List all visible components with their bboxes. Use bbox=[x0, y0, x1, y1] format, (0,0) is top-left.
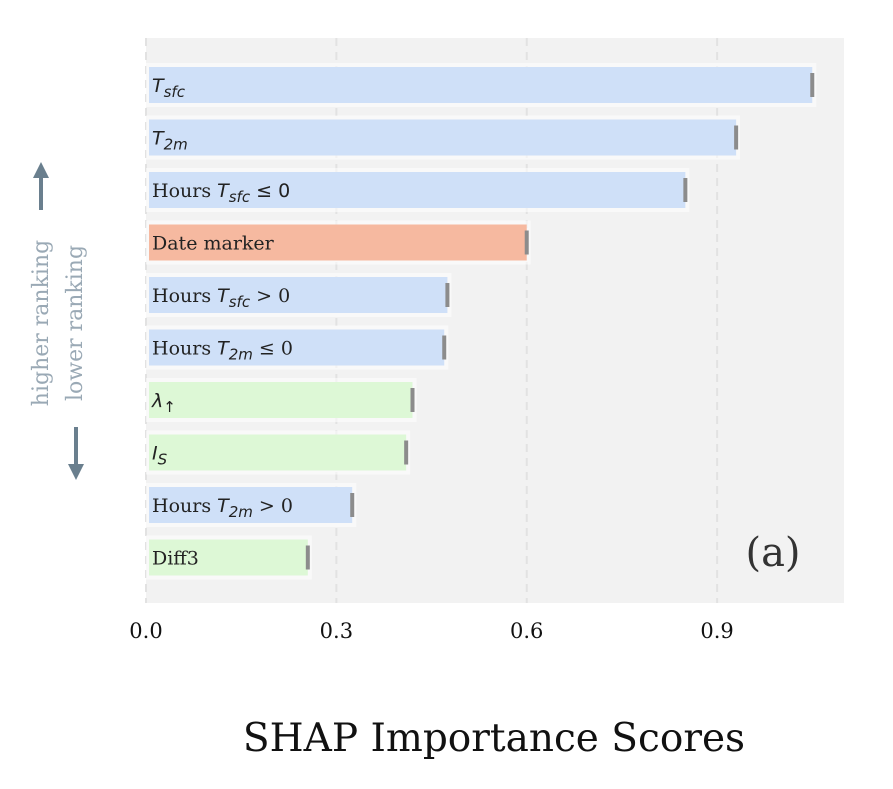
bar-label-part: I bbox=[152, 443, 158, 465]
x-axis-ticks: 0.0 0.3 0.6 0.9 bbox=[129, 619, 733, 643]
bar-label: λ↑ bbox=[151, 390, 176, 416]
x-tick-label: 0.9 bbox=[700, 619, 733, 643]
bar-label-part: 2m bbox=[164, 136, 188, 154]
arrow-down-head bbox=[68, 464, 84, 480]
error-tick bbox=[524, 230, 529, 255]
bar-label-part: T bbox=[152, 75, 165, 97]
bar-label: Date marker bbox=[152, 233, 275, 255]
grid-lines bbox=[145, 38, 719, 603]
bar-label-part: Date marker bbox=[152, 233, 275, 255]
bar-label-part: sfc bbox=[229, 188, 251, 206]
bar-label-part: 2m bbox=[229, 346, 253, 364]
bar bbox=[149, 172, 686, 208]
bar-group: T2m bbox=[146, 115, 741, 160]
bar-group: IS bbox=[146, 430, 411, 475]
bar bbox=[149, 382, 413, 418]
lower-ranking-label: lower ranking bbox=[63, 245, 88, 401]
x-tick-label: 0.6 bbox=[510, 619, 543, 643]
error-tick bbox=[350, 493, 355, 517]
arrow-up-icon bbox=[33, 162, 49, 210]
bar-label-part: ↑ bbox=[163, 398, 176, 416]
bar-group: Diff3 bbox=[146, 535, 312, 580]
higher-ranking-label: higher ranking bbox=[29, 240, 54, 406]
bar bbox=[149, 487, 353, 523]
bar-group: Hours Tsfc ≤ 0 bbox=[146, 168, 690, 212]
bar bbox=[149, 277, 448, 313]
bar-label-part: ≤ 0 bbox=[253, 338, 293, 360]
bar-label: Hours T2m ≤ 0 bbox=[152, 338, 293, 364]
bar-label-part: T bbox=[217, 495, 230, 517]
bar-label-part: Hours bbox=[152, 495, 217, 517]
bar-group: Hours T2m ≤ 0 bbox=[146, 325, 449, 370]
bar bbox=[149, 119, 737, 156]
error-tick bbox=[410, 388, 415, 412]
bar bbox=[149, 329, 445, 366]
bar-label-part: T bbox=[217, 338, 230, 360]
bar-label: Tsfc bbox=[152, 75, 186, 101]
ranking-annotations: higher ranking lower ranking bbox=[29, 162, 88, 480]
bar-label-part: T bbox=[217, 180, 230, 202]
bar-label-part: λ bbox=[151, 390, 163, 412]
bar-label-part: sfc bbox=[229, 293, 251, 311]
bar-label: Diff3 bbox=[152, 548, 199, 570]
bar bbox=[149, 539, 308, 576]
bar-label: T2m bbox=[152, 128, 188, 154]
error-tick bbox=[683, 178, 688, 202]
error-tick bbox=[445, 283, 450, 307]
x-tick-label: 0.3 bbox=[320, 619, 353, 643]
bar-label-part: S bbox=[158, 451, 168, 469]
bar bbox=[149, 434, 407, 471]
bar-label-part: Diff3 bbox=[152, 548, 199, 570]
bar bbox=[149, 67, 813, 103]
error-tick bbox=[734, 125, 739, 150]
error-tick bbox=[810, 73, 815, 97]
bar-label-part: Hours bbox=[152, 338, 217, 360]
bar-label-part: > 0 bbox=[253, 495, 293, 517]
arrow-down-icon bbox=[68, 427, 84, 480]
error-tick bbox=[442, 335, 447, 360]
bar-label-part: > 0 bbox=[250, 285, 290, 307]
bar-label: Hours Tsfc ≤ 0 bbox=[152, 180, 290, 206]
panel-label: (a) bbox=[745, 530, 800, 576]
bar bbox=[149, 224, 527, 261]
bar-label-part: Hours bbox=[152, 285, 217, 307]
bar-group: Hours Tsfc > 0 bbox=[146, 273, 452, 317]
bar-label: Hours Tsfc > 0 bbox=[152, 285, 290, 311]
bar-label-part: sfc bbox=[164, 83, 186, 101]
bar-group: Tsfc bbox=[146, 63, 817, 107]
arrow-up-head bbox=[33, 162, 49, 178]
bar-label-part: Hours bbox=[152, 180, 217, 202]
bar-group: λ↑ bbox=[146, 378, 417, 422]
x-axis-label: SHAP Importance Scores bbox=[243, 716, 745, 761]
bar-label-part: 2m bbox=[229, 503, 253, 521]
bar-label: Hours T2m > 0 bbox=[152, 495, 293, 521]
bar-label-part: T bbox=[217, 285, 230, 307]
error-tick bbox=[305, 545, 310, 570]
error-tick bbox=[404, 440, 409, 465]
bar-label-part: T bbox=[152, 128, 165, 150]
x-tick-label: 0.0 bbox=[129, 619, 162, 643]
bar-label: IS bbox=[152, 443, 168, 469]
bar-group: Date marker bbox=[146, 220, 531, 265]
bar-group: Hours T2m > 0 bbox=[146, 483, 357, 527]
bar-label-part: ≤ 0 bbox=[250, 180, 290, 202]
